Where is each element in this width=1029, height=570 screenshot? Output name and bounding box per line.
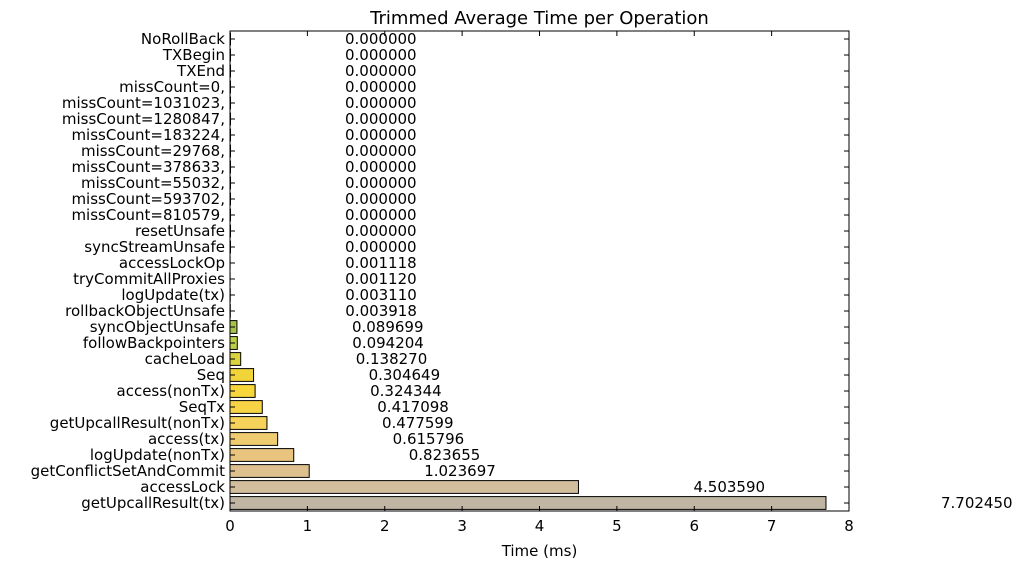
data-label: 0.304649 [369,366,441,384]
data-label: 0.417098 [377,398,449,416]
y-tick-label: tryCommitAllProxies [73,270,225,288]
x-tick-label: 0 [225,517,235,535]
data-label: 0.094204 [352,334,424,352]
x-axis-label: Time (ms) [501,542,578,560]
y-tick-label: syncStreamUnsafe [84,238,225,256]
data-label: 0.615796 [393,430,465,448]
data-label: 0.000000 [345,206,417,224]
data-label: 0.003110 [345,286,417,304]
y-tick-label: cacheLoad [145,350,225,368]
y-tick-label: TXEnd [176,62,225,80]
x-tick-label: 2 [380,517,390,535]
y-tick-label: logUpdate(nonTx) [90,446,225,464]
plot-frame [229,30,850,512]
bar [229,432,279,446]
x-tick-label: 1 [303,517,313,535]
y-tick-label: missCount=810579, [71,206,225,224]
y-tick-label: missCount=29768, [81,142,225,160]
data-label: 0.000000 [345,46,417,64]
y-tick-label: TXBegin [162,46,225,64]
bar [229,448,295,462]
y-tick-label: missCount=593702, [71,190,225,208]
data-label: 0.477599 [382,414,454,432]
x-tick-label: 5 [612,517,622,535]
y-tick-label: accessLock [140,478,225,496]
y-tick-label: accessLockOp [119,254,225,272]
y-tick-label: getConflictSetAndCommit [31,462,225,480]
bar [229,496,827,510]
data-label: 0.000000 [345,222,417,240]
y-tick-label: missCount=1280847, [62,110,225,128]
data-label: 0.001118 [345,254,417,272]
y-tick-label: access(tx) [148,430,225,448]
y-tick-label: followBackpointers [83,334,225,352]
data-label: 0.000000 [345,78,417,96]
bar [229,464,310,478]
y-tick-label: getUpcallResult(tx) [81,494,225,512]
data-label: 0.000000 [345,238,417,256]
data-label: 0.138270 [356,350,428,368]
data-label: 0.000000 [345,158,417,176]
data-label: 0.000000 [345,30,417,48]
y-tick-label: NoRollBack [141,30,225,48]
data-label: 0.001120 [345,270,417,288]
x-tick-label: 7 [767,517,777,535]
bar [229,480,579,494]
y-tick-label: syncObjectUnsafe [90,318,225,336]
bar [229,416,268,430]
data-label: 0.000000 [345,142,417,160]
data-label: 7.702450 [941,494,1013,512]
x-tick-label: 4 [535,517,545,535]
y-tick-label: access(nonTx) [117,382,225,400]
data-label: 4.503590 [693,478,765,496]
data-label: 0.000000 [345,126,417,144]
x-tick-label: 6 [689,517,699,535]
y-tick-label: resetUnsafe [135,222,225,240]
y-tick-label: missCount=378633, [71,158,225,176]
data-label: 1.023697 [424,462,496,480]
data-label: 0.823655 [409,446,481,464]
data-label: 0.003918 [345,302,417,320]
chart-title: Trimmed Average Time per Operation [369,8,709,29]
y-tick-label: logUpdate(tx) [121,286,225,304]
data-label: 0.089699 [352,318,424,336]
y-tick-label: Seq [197,366,225,384]
data-label: 0.000000 [345,190,417,208]
y-tick-label: getUpcallResult(nonTx) [50,414,225,432]
y-tick-label: missCount=183224, [71,126,225,144]
x-tick-label: 8 [844,517,854,535]
y-tick-label: missCount=0, [119,78,225,96]
y-tick-label: missCount=55032, [81,174,225,192]
data-label: 0.000000 [345,94,417,112]
data-label: 0.000000 [345,174,417,192]
data-label: 0.000000 [345,62,417,80]
y-tick-label: SeqTx [179,398,225,416]
y-tick-label: rollbackObjectUnsafe [65,302,225,320]
x-tick-label: 3 [457,517,467,535]
plot-area: NoRollBack 0.000000 TXBegin 0.000000 TXEnd 0.… [31,30,1013,535]
data-label: 0.324344 [370,382,442,400]
data-label: 0.000000 [345,110,417,128]
y-tick-label: missCount=1031023, [62,94,225,112]
